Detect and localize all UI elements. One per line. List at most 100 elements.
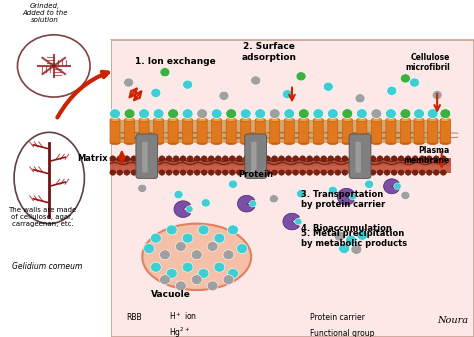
Circle shape	[321, 156, 327, 161]
Circle shape	[173, 170, 179, 175]
Circle shape	[150, 233, 161, 243]
Circle shape	[180, 156, 186, 161]
Circle shape	[405, 156, 411, 161]
Circle shape	[298, 109, 309, 119]
Circle shape	[433, 156, 439, 161]
Circle shape	[342, 156, 348, 161]
Circle shape	[138, 170, 144, 175]
Circle shape	[214, 262, 225, 272]
Ellipse shape	[284, 141, 294, 145]
Circle shape	[182, 80, 192, 89]
FancyBboxPatch shape	[168, 120, 178, 143]
Ellipse shape	[142, 224, 251, 290]
Circle shape	[240, 109, 251, 119]
Circle shape	[175, 281, 186, 291]
FancyBboxPatch shape	[299, 120, 309, 143]
Bar	[110, 158, 451, 165]
Circle shape	[283, 90, 292, 99]
Circle shape	[166, 269, 177, 278]
FancyBboxPatch shape	[197, 120, 207, 143]
Circle shape	[342, 170, 348, 175]
Ellipse shape	[182, 118, 192, 122]
Wedge shape	[383, 179, 399, 194]
Circle shape	[110, 170, 116, 175]
Circle shape	[251, 76, 261, 85]
Circle shape	[191, 275, 202, 285]
Circle shape	[295, 218, 302, 225]
Circle shape	[229, 156, 235, 161]
Circle shape	[440, 109, 451, 119]
Circle shape	[292, 156, 299, 161]
Text: Matrix: Matrix	[78, 154, 108, 162]
Circle shape	[214, 233, 225, 243]
Circle shape	[401, 74, 410, 83]
FancyBboxPatch shape	[328, 120, 338, 143]
Ellipse shape	[414, 118, 424, 122]
Circle shape	[264, 156, 271, 161]
FancyBboxPatch shape	[139, 120, 149, 143]
Circle shape	[124, 78, 134, 87]
Circle shape	[370, 156, 376, 161]
Circle shape	[226, 109, 237, 119]
Circle shape	[152, 156, 158, 161]
Circle shape	[244, 170, 249, 175]
Circle shape	[410, 78, 419, 87]
Ellipse shape	[440, 118, 450, 122]
Circle shape	[296, 72, 306, 81]
Circle shape	[349, 156, 355, 161]
Circle shape	[117, 170, 123, 175]
Text: The walls are made
of cellulose, agar,
carrageenan, etc.: The walls are made of cellulose, agar, c…	[9, 207, 76, 227]
Ellipse shape	[401, 118, 410, 122]
FancyBboxPatch shape	[428, 120, 438, 143]
Text: 5. Metal precipitation
by metabolic products: 5. Metal precipitation by metabolic prod…	[301, 229, 407, 248]
Ellipse shape	[428, 118, 438, 122]
Circle shape	[145, 156, 151, 161]
Circle shape	[398, 170, 404, 175]
Circle shape	[313, 109, 324, 119]
Circle shape	[201, 156, 207, 161]
Circle shape	[173, 156, 179, 161]
Circle shape	[228, 269, 238, 278]
Text: Plasma
membrane: Plasma membrane	[404, 146, 450, 165]
Circle shape	[269, 194, 278, 203]
Ellipse shape	[342, 118, 352, 122]
Circle shape	[314, 170, 319, 175]
FancyBboxPatch shape	[182, 120, 192, 143]
Ellipse shape	[125, 118, 135, 122]
Circle shape	[335, 170, 341, 175]
Ellipse shape	[284, 118, 294, 122]
Circle shape	[279, 170, 284, 175]
Circle shape	[257, 156, 264, 161]
Ellipse shape	[328, 118, 338, 122]
FancyBboxPatch shape	[226, 120, 236, 143]
Circle shape	[187, 170, 193, 175]
Text: 3. Transportation
by protein carrier: 3. Transportation by protein carrier	[301, 190, 385, 209]
Circle shape	[300, 170, 306, 175]
Circle shape	[412, 170, 418, 175]
Circle shape	[124, 156, 130, 161]
Circle shape	[215, 170, 221, 175]
Ellipse shape	[154, 118, 164, 122]
Wedge shape	[293, 312, 308, 327]
Circle shape	[168, 109, 179, 119]
Circle shape	[405, 170, 411, 175]
Circle shape	[346, 235, 356, 245]
Circle shape	[398, 156, 404, 161]
FancyBboxPatch shape	[125, 120, 135, 143]
Circle shape	[307, 156, 313, 161]
Circle shape	[440, 170, 446, 175]
Ellipse shape	[255, 118, 265, 122]
Text: Protein carrier: Protein carrier	[310, 313, 365, 322]
Ellipse shape	[154, 141, 164, 145]
Circle shape	[187, 156, 193, 161]
Circle shape	[391, 156, 397, 161]
FancyBboxPatch shape	[241, 120, 251, 143]
Circle shape	[355, 94, 365, 103]
Circle shape	[114, 312, 125, 322]
Circle shape	[297, 190, 306, 198]
FancyBboxPatch shape	[154, 120, 164, 143]
Ellipse shape	[18, 35, 90, 97]
Circle shape	[426, 170, 432, 175]
Circle shape	[198, 269, 209, 278]
FancyBboxPatch shape	[136, 134, 158, 178]
